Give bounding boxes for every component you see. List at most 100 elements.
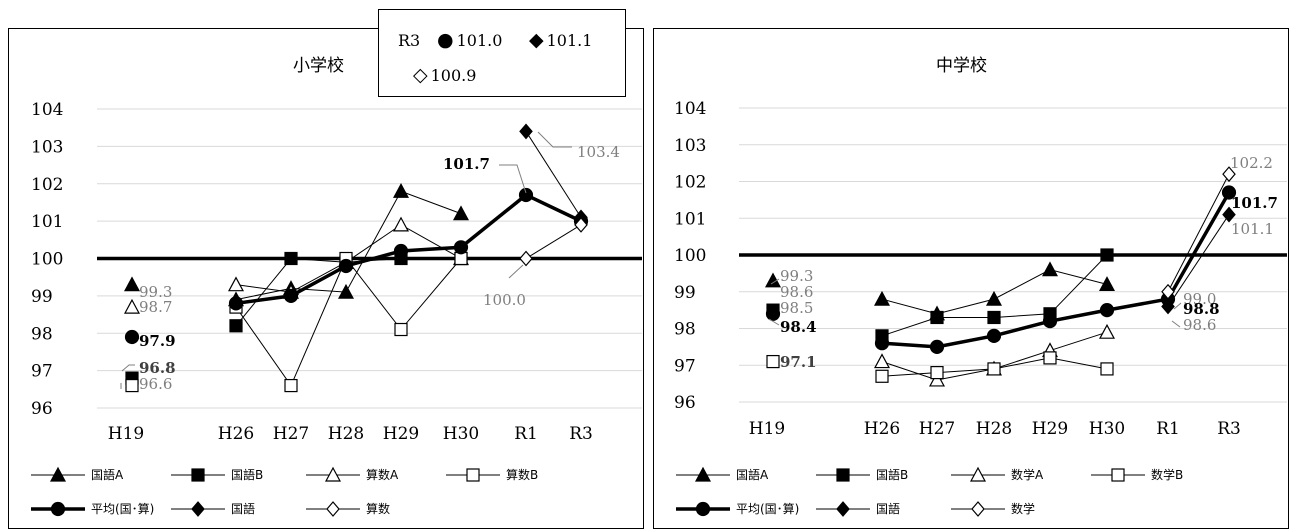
y-tick-label: 98 xyxy=(674,320,696,340)
legend-label: 算数B xyxy=(506,468,539,482)
data-point xyxy=(986,328,1002,343)
data-label: 98.5 xyxy=(780,299,813,317)
data-point xyxy=(987,310,1001,325)
legend-item: 数学B xyxy=(1089,465,1229,485)
legend-swatch xyxy=(31,501,85,517)
legend-item: 平均(国･算) xyxy=(29,499,169,519)
legend-marker xyxy=(969,466,987,482)
y-tick-label: 101 xyxy=(674,209,706,229)
data-point xyxy=(930,366,944,380)
series-filled-square xyxy=(766,248,1114,343)
data-point xyxy=(518,187,534,203)
x-tick-label: H30 xyxy=(1089,419,1125,439)
x-tick-label: H30 xyxy=(443,424,479,444)
legend-item: 算数A xyxy=(304,465,444,485)
legend-label: 国語 xyxy=(231,502,256,516)
callout-diamond-value: 101.1 xyxy=(546,31,593,50)
legend-marker xyxy=(836,501,850,517)
data-point xyxy=(1100,362,1114,376)
data-label: 98.7 xyxy=(139,298,172,316)
x-tick-label: H26 xyxy=(218,424,254,444)
y-tick-label: 100 xyxy=(31,250,63,270)
legend-marker xyxy=(191,468,205,482)
legend-swatch xyxy=(171,501,225,517)
y-tick-label: 99 xyxy=(674,283,696,303)
data-point xyxy=(229,319,243,333)
legend-swatch xyxy=(31,466,85,482)
legend-item: 算数 xyxy=(304,499,444,519)
data-point xyxy=(392,216,410,232)
data-point xyxy=(873,290,891,306)
y-tick-label: 104 xyxy=(31,100,63,120)
data-point xyxy=(284,251,298,266)
x-tick-label: H29 xyxy=(1032,419,1068,439)
legend-marker xyxy=(326,501,340,517)
legend-label: 国語B xyxy=(876,468,909,482)
x-tick-label: R3 xyxy=(1217,419,1241,439)
series-line xyxy=(1167,173,1230,292)
leader-line xyxy=(1173,302,1182,310)
legend-item: 国語 xyxy=(169,499,309,519)
data-label: 98.4 xyxy=(780,318,817,336)
data-label: 97.1 xyxy=(780,353,817,371)
legend-label: 平均(国･算) xyxy=(91,502,155,516)
series-open-square xyxy=(766,351,1114,383)
data-point xyxy=(284,378,298,393)
leader-line xyxy=(508,264,524,279)
data-point xyxy=(394,322,408,337)
x-tick-label: H29 xyxy=(383,424,419,444)
data-label: 99.0 xyxy=(1183,290,1216,308)
legend-marker xyxy=(836,468,850,482)
data-point xyxy=(1042,314,1058,329)
elementary-plot-area: 96 97 98 99 100 101 102 103 104 H19 H26 H27 H28 H29 H3… xyxy=(31,100,642,444)
callout-circle-value: 101.0 xyxy=(456,31,503,50)
data-point xyxy=(1098,276,1116,291)
data-point xyxy=(283,288,299,303)
legend-marker xyxy=(50,501,66,517)
series-line xyxy=(235,190,462,301)
leader-line xyxy=(770,278,780,285)
legend-swatch xyxy=(951,466,1005,482)
data-label: 101.1 xyxy=(1231,220,1274,238)
series-line xyxy=(525,131,582,218)
data-point xyxy=(228,296,244,311)
junior-high-school-chart: 中学校 96 97 98 99 100 101 102 103 104 H19 H26 H27 H28 H… xyxy=(653,28,1289,529)
data-label: 97.9 xyxy=(139,332,176,350)
series-open-diamond xyxy=(1161,166,1236,300)
legend-label: 国語A xyxy=(91,468,124,482)
legend-marker xyxy=(1111,468,1125,482)
data-point xyxy=(1098,323,1116,339)
y-tick-label: 97 xyxy=(674,356,696,376)
legend-label: 平均(国･算) xyxy=(736,502,800,516)
legend-label: 国語A xyxy=(736,468,769,482)
legend-label: 数学A xyxy=(1011,468,1044,482)
y-tick-label: 102 xyxy=(674,173,706,193)
legend-label: 数学 xyxy=(1011,502,1036,516)
junior-high-plot-area: 96 97 98 99 100 101 102 103 104 H19 H26 H27 H28 H29 H3… xyxy=(674,99,1287,439)
series-line xyxy=(235,257,462,387)
data-label: 103.4 xyxy=(577,143,620,161)
junior-high-legend: 国語A 国語B 数学A 数学B 平均(国･算) 国語 数学 xyxy=(674,455,1274,525)
legend-marker xyxy=(466,468,480,482)
legend-swatch xyxy=(306,466,360,482)
y-tick-label: 103 xyxy=(31,137,63,157)
data-point-h19 xyxy=(125,378,139,393)
data-label: 98.6 xyxy=(780,283,813,301)
chart-title: 小学校 xyxy=(293,56,344,76)
open-diamond-icon: ◇ xyxy=(413,64,428,86)
legend-swatch xyxy=(306,501,360,517)
legend-label: 数学B xyxy=(1151,468,1184,482)
legend-swatch xyxy=(446,468,500,482)
callout-circle-item: ● 101.0 xyxy=(437,29,502,51)
data-label: 98.6 xyxy=(1183,316,1216,334)
legend-swatch xyxy=(171,468,225,482)
data-point xyxy=(453,240,469,255)
y-tick-label: 101 xyxy=(31,212,63,232)
data-point xyxy=(1161,283,1175,300)
data-label: 99.3 xyxy=(780,267,813,285)
legend-swatch xyxy=(1091,468,1145,482)
series-line xyxy=(525,224,582,259)
x-tick-label: H28 xyxy=(976,419,1012,439)
x-tick-label: H27 xyxy=(273,424,309,444)
legend-item: 数学 xyxy=(949,499,1089,519)
